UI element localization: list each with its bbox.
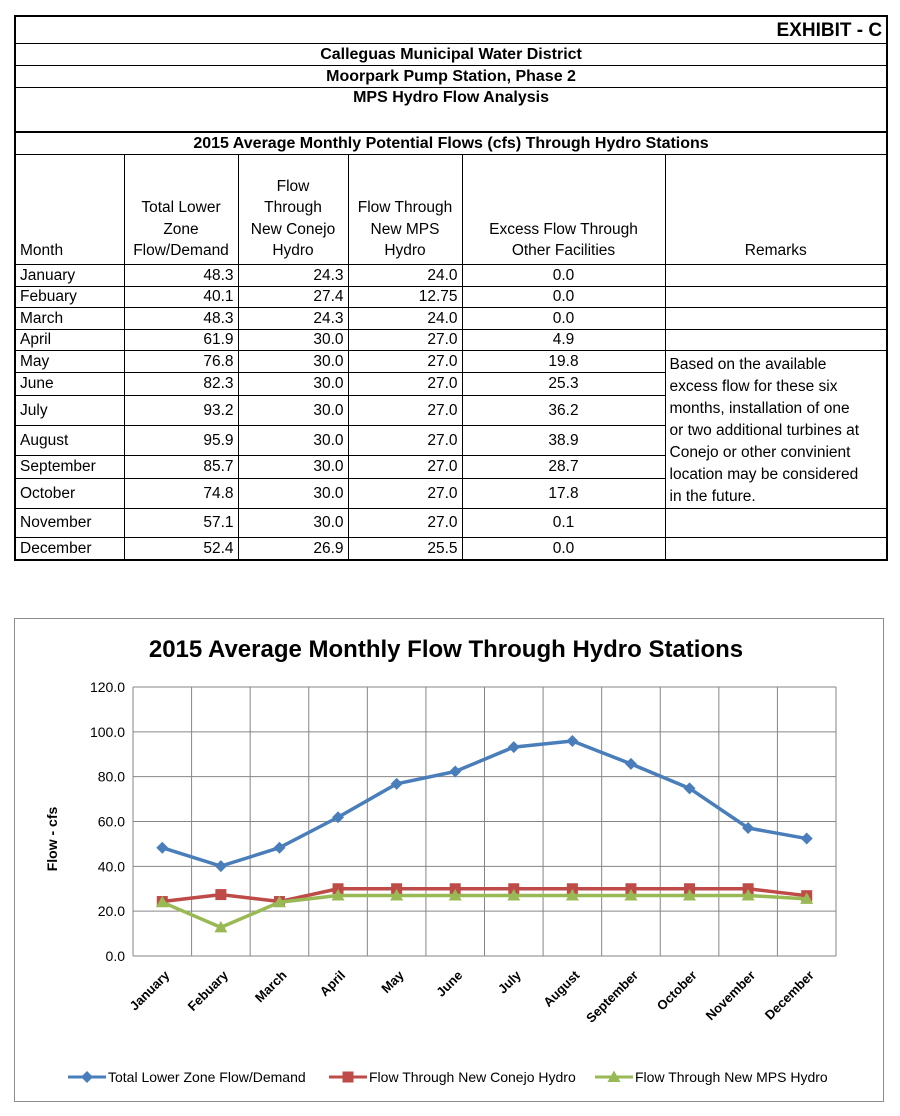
y-tick-label: 0.0 (106, 948, 126, 964)
table-row: March 48.3 24.3 24.0 0.0 (14, 307, 889, 330)
header-total-flow: Total Lower Zone Flow/Demand (123, 154, 239, 265)
data-point (390, 777, 403, 790)
y-tick-label: 80.0 (98, 769, 125, 785)
project-name: Moorpark Pump Station, Phase 2 (13, 65, 889, 88)
data-point (331, 888, 345, 901)
data-point (507, 741, 520, 754)
table-row: November 57.1 30.0 27.0 0.1 (14, 508, 889, 538)
x-tick-label: November (703, 968, 759, 1024)
data-point (155, 895, 169, 908)
legend-marker (342, 1071, 354, 1083)
table-row: April 61.9 30.0 27.0 4.9 (14, 328, 889, 351)
data-point (449, 883, 461, 895)
data-point (214, 860, 227, 873)
data-point (508, 883, 520, 895)
flow-chart-frame: 2015 Average Monthly Flow Through Hydro … (14, 618, 884, 1102)
flow-line-chart: 2015 Average Monthly Flow Through Hydro … (44, 636, 837, 1085)
data-point (332, 811, 345, 824)
series-line-1 (161, 739, 808, 868)
y-tick-label: 60.0 (98, 814, 125, 830)
legend-entry: Total Lower Zone Flow/Demand (108, 1069, 306, 1085)
data-point (273, 841, 286, 854)
data-point (566, 883, 578, 895)
exhibit-label: EXHIBIT - C (13, 15, 889, 44)
legend-entry: Flow Through New Conejo Hydro (369, 1069, 576, 1085)
y-tick-label: 40.0 (98, 858, 125, 874)
data-point (624, 757, 637, 770)
data-point (800, 832, 813, 845)
x-tick-label: October (654, 968, 700, 1014)
header-remarks: Remarks (664, 154, 889, 265)
data-point (507, 888, 521, 901)
flow-analysis-table: EXHIBIT - C Calleguas Municipal Water Di… (13, 15, 889, 561)
data-point (156, 841, 169, 854)
x-tick-label: August (540, 967, 583, 1010)
data-point (625, 883, 637, 895)
legend-marker (607, 1070, 621, 1082)
data-point (332, 883, 344, 895)
x-tick-label: March (252, 967, 290, 1005)
data-point (391, 883, 403, 895)
legend-entry: Flow Through New MPS Hydro (635, 1069, 828, 1085)
y-tick-label: 100.0 (90, 724, 125, 740)
data-point (742, 883, 754, 895)
y-tick-label: 120.0 (90, 679, 125, 695)
table-row: September 85.7 30.0 27.0 28.7 (14, 455, 887, 479)
y-axis-label: Flow - cfs (44, 807, 60, 872)
header-month: Month (14, 154, 125, 265)
remarks-note: Based on the available excess flow for th… (664, 350, 889, 509)
data-point (214, 920, 228, 933)
x-tick-label: January (127, 967, 173, 1013)
x-tick-label: June (433, 968, 465, 1000)
x-tick-label: December (762, 968, 817, 1023)
data-point (742, 822, 755, 835)
data-point (800, 892, 814, 904)
data-point (390, 888, 404, 901)
data-point (624, 888, 638, 901)
data-point (684, 883, 696, 895)
data-point (683, 888, 697, 901)
district-name: Calleguas Municipal Water District (13, 43, 889, 66)
column-header-row: Month Total Lower Zone Flow/Demand Flow Thr… (14, 154, 889, 265)
data-point (565, 888, 579, 901)
series-line-2 (162, 887, 807, 904)
x-tick-label: April (317, 968, 349, 1000)
data-point (215, 889, 227, 901)
y-tick-label: 20.0 (98, 903, 125, 919)
header-conejo-flow: Flow Through New Conejo Hydro (237, 154, 349, 265)
table-row: October 74.8 30.0 27.0 17.8 (14, 477, 887, 510)
table-row: January 48.3 24.3 24.0 0.0 (14, 264, 889, 287)
x-tick-label: Febuary (185, 967, 232, 1014)
chart-title: 2015 Average Monthly Flow Through Hydro … (149, 636, 743, 663)
x-tick-label: May (378, 967, 407, 996)
table-row: Febuary 40.1 27.4 12.75 0.0 (14, 285, 889, 308)
data-point (741, 888, 755, 901)
data-point (683, 782, 696, 795)
table-row: May 76.8 30.0 27.0 19.8 Based on the ava… (14, 349, 889, 509)
table-title: 2015 Average Monthly Potential Flows (cf… (13, 131, 889, 155)
data-point (449, 765, 462, 778)
series-line-3 (161, 893, 807, 930)
table-row: July 93.2 30.0 27.0 36.2 (14, 394, 887, 427)
data-point (566, 735, 579, 748)
table-row: June 82.3 30.0 27.0 25.3 (14, 372, 887, 396)
table-row: December 52.4 26.9 25.5 0.0 (14, 537, 889, 561)
data-point (448, 888, 462, 901)
legend-marker (81, 1071, 93, 1083)
x-tick-label: September (583, 968, 641, 1026)
data-point (272, 895, 286, 908)
analysis-name: MPS Hydro Flow Analysis (13, 87, 889, 133)
header-mps-flow: Flow Through New MPS Hydro (347, 154, 463, 265)
x-tick-label: July (495, 967, 525, 997)
header-excess-flow: Excess Flow Through Other Facilities (461, 154, 666, 265)
